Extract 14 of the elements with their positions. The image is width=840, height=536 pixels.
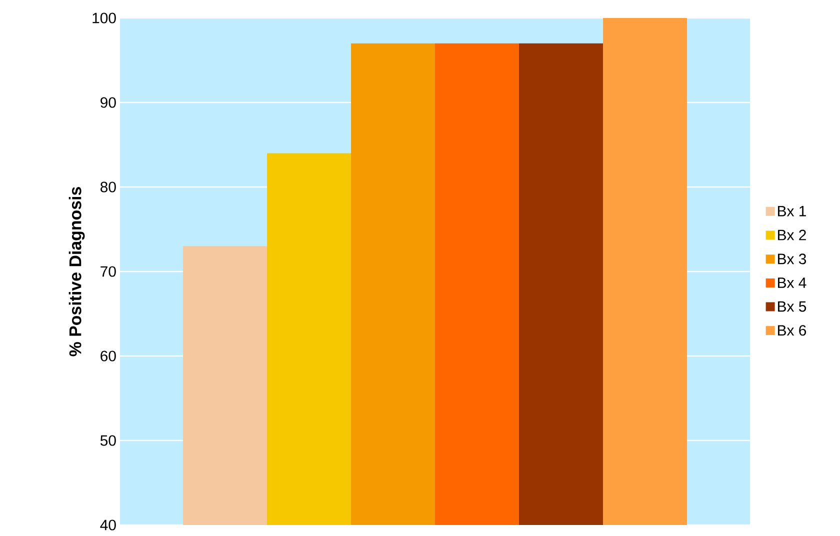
legend-label: Bx 6 bbox=[778, 325, 806, 336]
y-axis-title: % Positive Diagnosis bbox=[68, 186, 85, 356]
legend-label: Bx 4 bbox=[778, 278, 806, 288]
y-tick-label: 90 bbox=[100, 97, 116, 108]
legend-label: Bx 1 bbox=[778, 206, 806, 216]
y-tick-label: 100 bbox=[92, 12, 116, 24]
y-tick-label: 70 bbox=[100, 266, 116, 277]
y-tick-label: 50 bbox=[100, 435, 116, 446]
legend-label: Bx 3 bbox=[778, 254, 806, 264]
y-tick-label: 80 bbox=[100, 182, 116, 192]
legend-label: Bx 2 bbox=[778, 230, 806, 240]
y-tick-label: 40 bbox=[100, 520, 116, 530]
y-tick-label: 60 bbox=[100, 350, 116, 362]
legend-label: Bx 5 bbox=[778, 301, 806, 312]
